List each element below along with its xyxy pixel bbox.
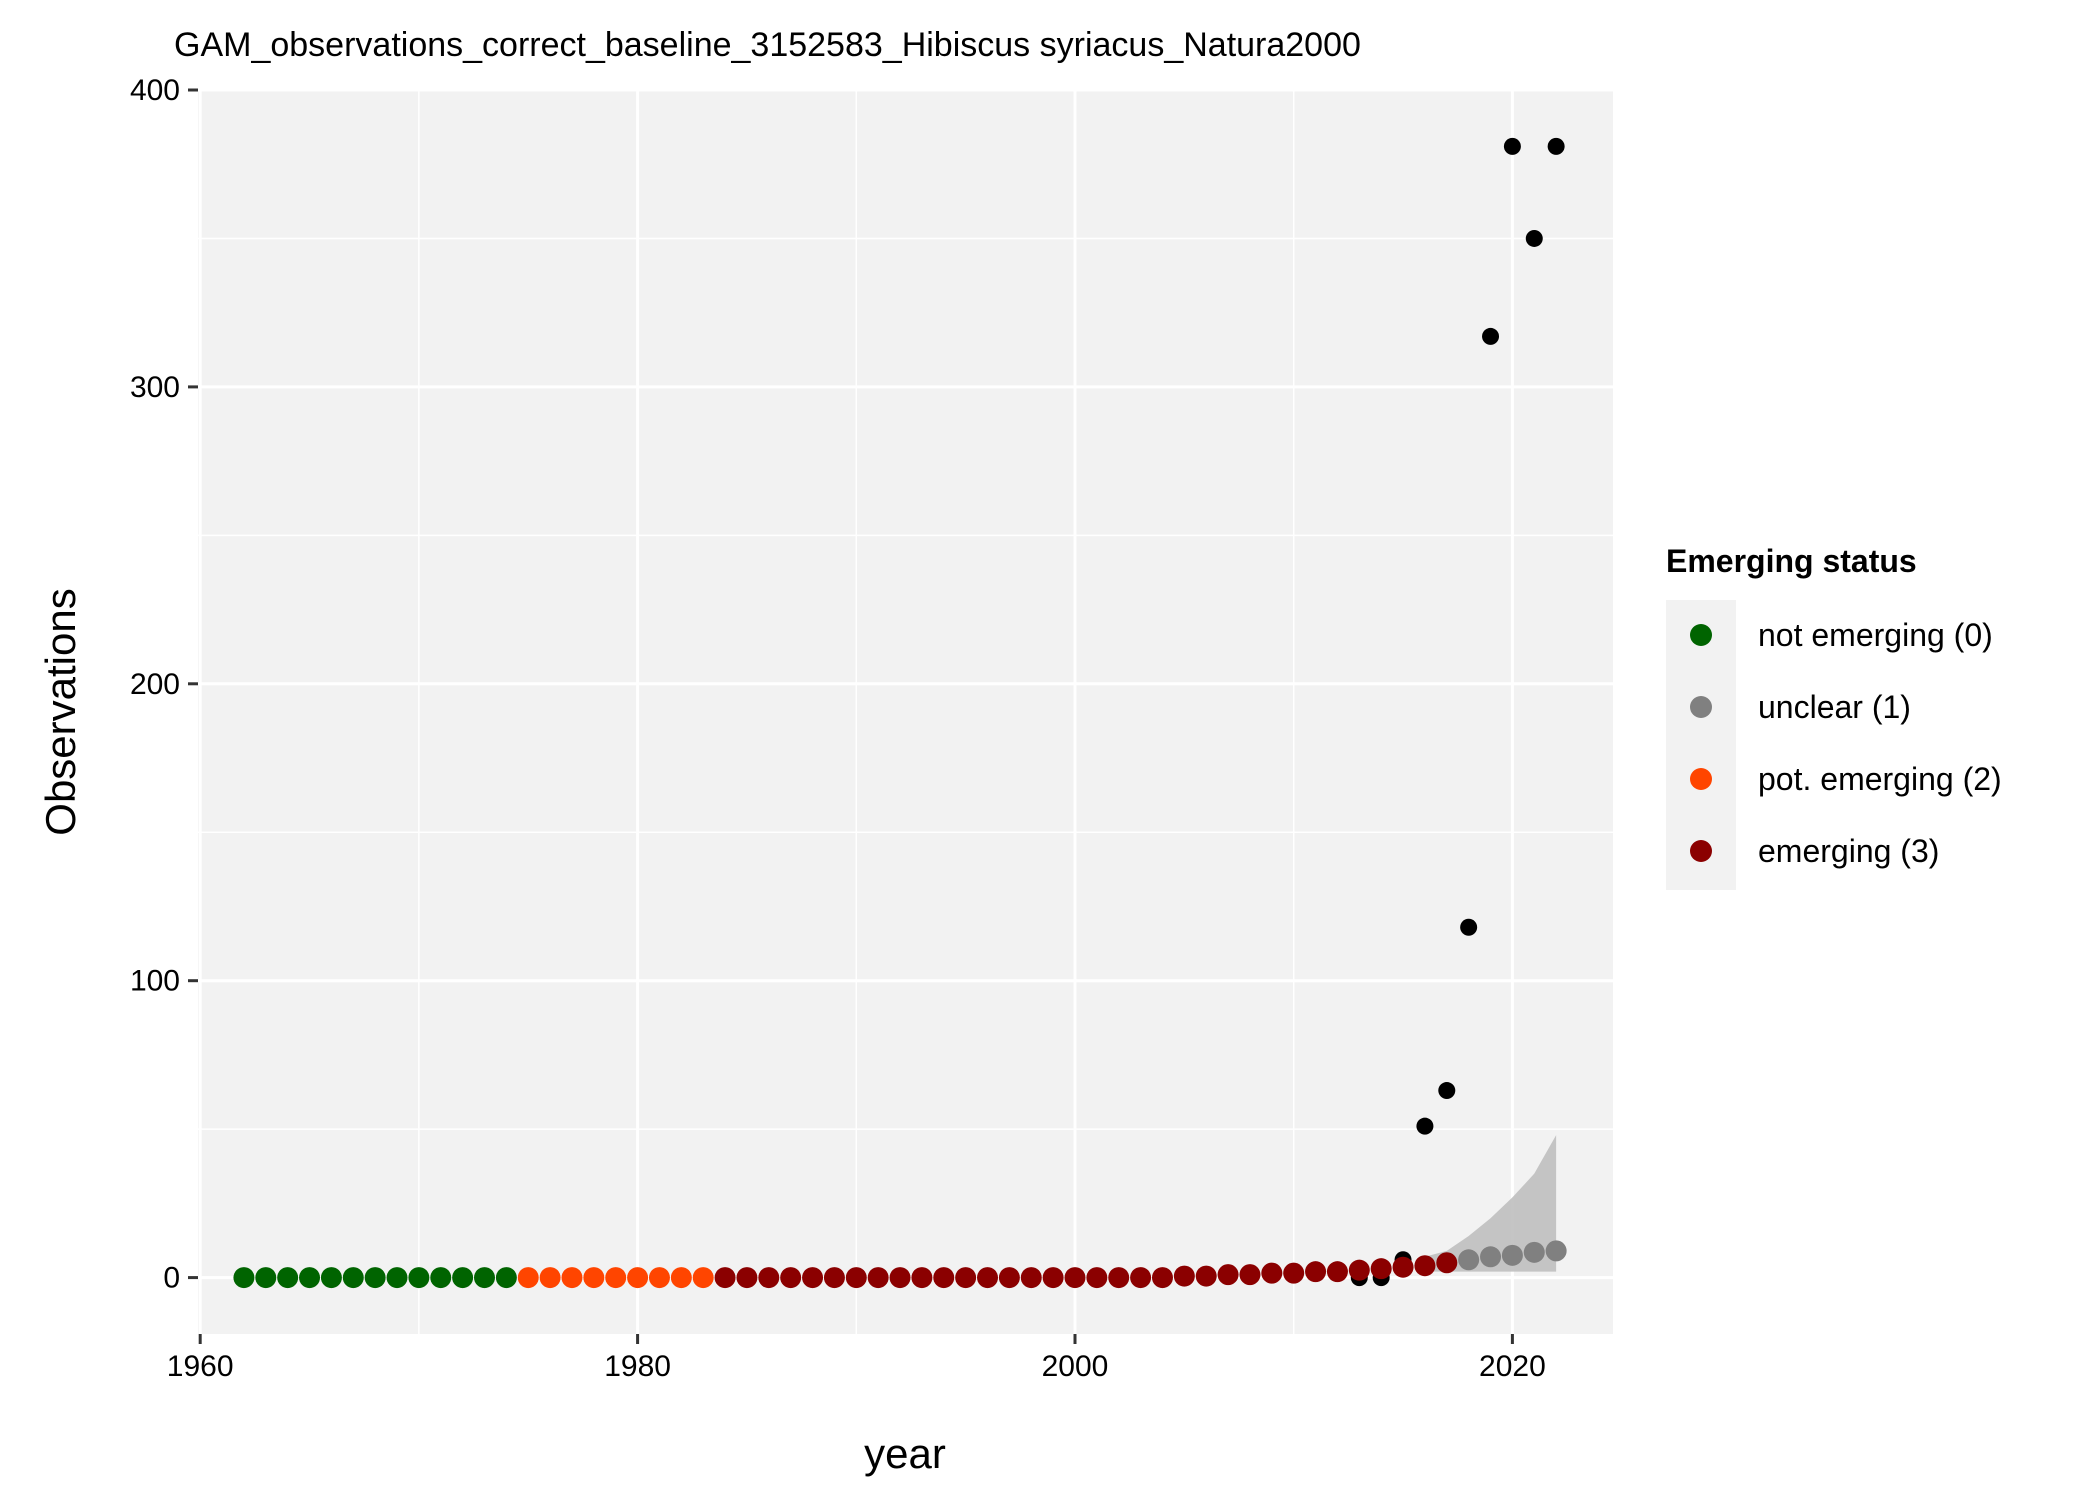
point-not-emerging-0: [430, 1267, 452, 1289]
legend-label: pot. emerging (2): [1758, 761, 2002, 797]
point-emerging-3: [1436, 1252, 1458, 1274]
point-not-emerging-0: [342, 1267, 364, 1289]
legend-title: Emerging status: [1666, 543, 1917, 579]
point-not-emerging-0: [299, 1267, 321, 1289]
point-not-emerging-0: [473, 1267, 495, 1289]
observed-point: [1416, 1117, 1434, 1135]
point-pot-emerging-2: [539, 1267, 561, 1289]
point-not-emerging-0: [364, 1267, 386, 1289]
y-tick-label: 200: [130, 668, 180, 701]
legend-key: [1690, 624, 1712, 646]
confidence-ribbon: [1424, 1135, 1557, 1272]
legend: Emerging status not emerging (0) unclear …: [1666, 543, 2002, 890]
x-tick-label: 2000: [1042, 1350, 1109, 1383]
point-not-emerging-0: [277, 1267, 299, 1289]
legend-key: [1690, 840, 1712, 862]
legend-key: [1690, 768, 1712, 790]
minor-gridlines: [198, 90, 1613, 1334]
legend-label: emerging (3): [1758, 833, 1939, 869]
point-pot-emerging-2: [583, 1267, 605, 1289]
point-pot-emerging-2: [692, 1267, 714, 1289]
point-emerging-3: [1217, 1264, 1239, 1286]
point-emerging-3: [1130, 1267, 1152, 1289]
observed-point: [1482, 327, 1500, 345]
point-emerging-3: [1108, 1267, 1130, 1289]
point-emerging-3: [1173, 1265, 1195, 1287]
x-tick-label: 1960: [167, 1350, 234, 1383]
point-emerging-3: [802, 1267, 824, 1289]
point-pot-emerging-2: [517, 1267, 539, 1289]
point-emerging-3: [1020, 1267, 1042, 1289]
point-emerging-3: [867, 1267, 889, 1289]
point-emerging-3: [1414, 1255, 1436, 1277]
point-not-emerging-0: [386, 1267, 408, 1289]
y-tick-label: 400: [130, 74, 180, 107]
point-emerging-3: [736, 1267, 758, 1289]
x-axis-title: year: [864, 1430, 946, 1477]
point-not-emerging-0: [408, 1267, 430, 1289]
x-tick-label: 2020: [1479, 1350, 1546, 1383]
point-emerging-3: [933, 1267, 955, 1289]
point-unclear-1: [1523, 1241, 1545, 1263]
point-emerging-3: [780, 1267, 802, 1289]
observed-point: [1438, 1082, 1456, 1100]
axes: 1960 1980 2000 2020 0 100 200 300 400: [130, 74, 1546, 1383]
point-emerging-3: [1392, 1256, 1414, 1278]
y-tick-label: 300: [130, 371, 180, 404]
point-emerging-3: [1348, 1259, 1370, 1281]
observed-point: [1547, 137, 1565, 155]
point-emerging-3: [1261, 1262, 1283, 1284]
point-emerging-3: [758, 1267, 780, 1289]
y-tick-label: 100: [130, 965, 180, 998]
point-emerging-3: [1283, 1262, 1305, 1284]
point-emerging-3: [1064, 1267, 1086, 1289]
observed-point: [1503, 137, 1521, 155]
point-pot-emerging-2: [627, 1267, 649, 1289]
point-pot-emerging-2: [670, 1267, 692, 1289]
point-unclear-1: [1545, 1240, 1567, 1262]
point-emerging-3: [714, 1267, 736, 1289]
y-axis-title: Observations: [37, 588, 84, 835]
point-emerging-3: [1370, 1258, 1392, 1280]
observed-point: [1525, 229, 1543, 247]
point-emerging-3: [845, 1267, 867, 1289]
point-not-emerging-0: [320, 1267, 342, 1289]
point-emerging-3: [1086, 1267, 1108, 1289]
y-tick-label: 0: [163, 1262, 180, 1295]
point-unclear-1: [1480, 1246, 1502, 1268]
data-points: [233, 137, 1567, 1289]
point-emerging-3: [889, 1267, 911, 1289]
point-emerging-3: [1239, 1264, 1261, 1286]
point-emerging-3: [998, 1267, 1020, 1289]
observed-point: [1460, 918, 1478, 936]
chart-title: GAM_observations_correct_baseline_315258…: [174, 26, 1361, 64]
point-emerging-3: [1042, 1267, 1064, 1289]
point-not-emerging-0: [255, 1267, 277, 1289]
legend-key: [1690, 696, 1712, 718]
point-emerging-3: [823, 1267, 845, 1289]
point-not-emerging-0: [452, 1267, 474, 1289]
point-emerging-3: [1195, 1265, 1217, 1287]
legend-entries: not emerging (0) unclear (1) pot. emerging…: [1690, 617, 2002, 869]
point-pot-emerging-2: [605, 1267, 627, 1289]
point-emerging-3: [1305, 1261, 1327, 1283]
point-unclear-1: [1501, 1244, 1523, 1266]
point-emerging-3: [955, 1267, 977, 1289]
x-tick-label: 1980: [604, 1350, 671, 1383]
point-pot-emerging-2: [561, 1267, 583, 1289]
point-emerging-3: [911, 1267, 933, 1289]
plot-panel: [198, 90, 1613, 1334]
point-pot-emerging-2: [648, 1267, 670, 1289]
point-emerging-3: [977, 1267, 999, 1289]
point-not-emerging-0: [495, 1267, 517, 1289]
legend-label: not emerging (0): [1758, 617, 1993, 653]
point-unclear-1: [1458, 1249, 1480, 1271]
point-emerging-3: [1326, 1261, 1348, 1283]
point-emerging-3: [1151, 1267, 1173, 1289]
legend-label: unclear (1): [1758, 689, 1911, 725]
point-not-emerging-0: [233, 1267, 255, 1289]
